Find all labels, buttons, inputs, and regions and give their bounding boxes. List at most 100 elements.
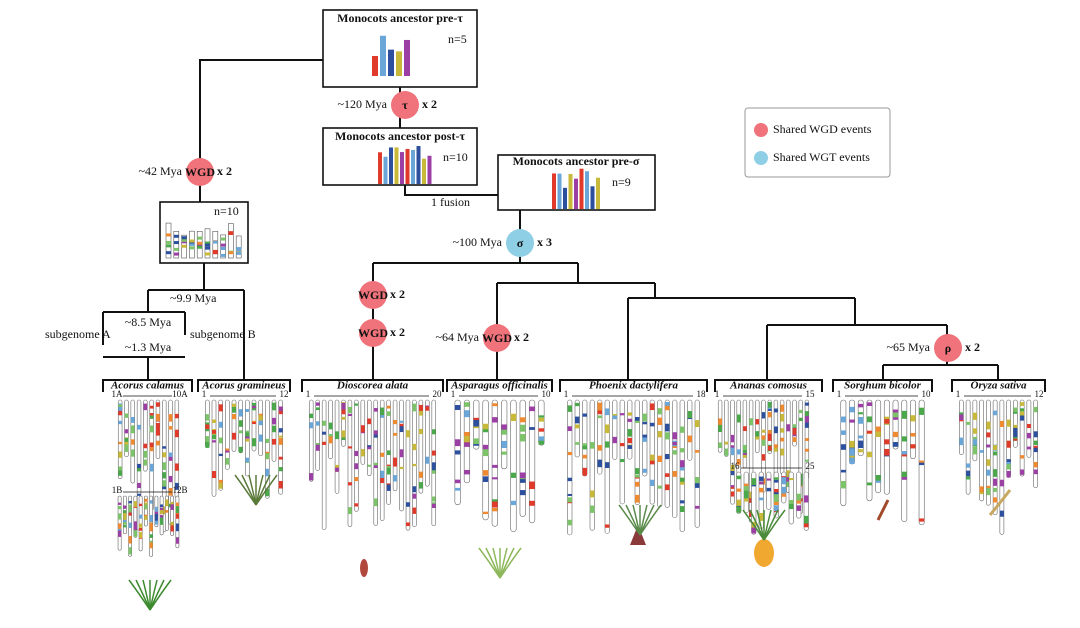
band xyxy=(805,421,809,428)
plant-icon xyxy=(639,504,655,536)
band xyxy=(665,454,670,460)
band xyxy=(265,488,270,497)
band xyxy=(205,428,210,432)
band xyxy=(236,248,242,252)
band xyxy=(695,477,700,485)
band xyxy=(492,403,498,407)
band xyxy=(730,485,735,488)
band xyxy=(1013,407,1018,412)
band xyxy=(482,511,489,515)
band xyxy=(278,480,283,489)
band xyxy=(986,459,991,466)
range-end: 15 xyxy=(806,389,816,399)
band xyxy=(149,442,154,448)
band xyxy=(218,453,223,457)
band xyxy=(575,402,580,407)
band xyxy=(665,402,670,407)
karyotype-bar xyxy=(579,168,584,209)
chromosome xyxy=(866,399,873,502)
band xyxy=(993,445,998,451)
band xyxy=(393,432,398,436)
band xyxy=(168,426,173,430)
chromosome xyxy=(672,399,678,519)
event-multiplier: x 2 xyxy=(422,97,437,111)
band xyxy=(412,493,417,499)
band xyxy=(149,445,154,452)
karyotype-bar xyxy=(165,222,172,259)
event-circle xyxy=(186,158,214,186)
event-circle xyxy=(934,334,962,362)
band xyxy=(780,413,784,422)
band xyxy=(959,414,964,421)
band xyxy=(225,458,230,465)
band xyxy=(749,495,753,503)
band xyxy=(492,499,498,502)
ancestor-n: n=10 xyxy=(443,150,468,164)
range-end: 12B xyxy=(172,485,187,495)
species-bracket xyxy=(559,379,708,392)
band xyxy=(144,515,148,520)
band xyxy=(162,472,167,479)
band xyxy=(124,429,129,434)
karyotype-bar xyxy=(596,177,600,209)
band xyxy=(335,467,339,472)
band xyxy=(245,436,250,439)
band xyxy=(538,417,545,422)
band xyxy=(665,484,670,491)
band xyxy=(849,406,855,413)
species-name: Dioscorea alata xyxy=(336,380,409,392)
band xyxy=(805,415,809,423)
band xyxy=(786,477,791,482)
band xyxy=(482,476,489,482)
event-circle xyxy=(359,281,387,309)
band xyxy=(519,479,526,483)
band xyxy=(840,480,846,489)
band xyxy=(205,436,210,443)
fusion-label: 1 fusion xyxy=(431,195,470,209)
chromosome xyxy=(901,399,908,523)
chromosome xyxy=(315,399,320,471)
band xyxy=(272,417,276,425)
band xyxy=(149,515,153,523)
range-end: 20 xyxy=(433,389,443,399)
chromosome xyxy=(367,399,372,476)
band xyxy=(118,451,123,458)
band xyxy=(755,436,760,440)
band xyxy=(751,527,756,534)
species-name: Ananas comosus xyxy=(729,380,807,392)
band xyxy=(315,407,320,411)
band xyxy=(228,231,234,235)
band xyxy=(966,463,971,468)
band xyxy=(529,427,535,430)
band xyxy=(367,464,372,467)
band xyxy=(910,415,916,422)
range-start: 1 xyxy=(306,389,311,399)
band xyxy=(128,504,132,513)
band xyxy=(149,415,154,419)
band xyxy=(966,421,971,425)
band xyxy=(399,449,404,458)
band xyxy=(805,448,809,452)
band xyxy=(156,413,160,422)
band xyxy=(278,435,283,438)
band xyxy=(406,430,410,438)
band xyxy=(840,430,846,435)
band xyxy=(143,459,148,466)
band xyxy=(118,513,122,520)
band xyxy=(972,412,977,420)
band xyxy=(858,416,864,424)
chromosome xyxy=(321,399,327,530)
band xyxy=(774,408,778,413)
event-symbol: WGD xyxy=(358,288,388,302)
band xyxy=(118,466,123,473)
band xyxy=(672,450,677,455)
band xyxy=(718,418,722,425)
band xyxy=(265,438,270,443)
band xyxy=(910,433,916,437)
range-end: 10A xyxy=(172,389,188,399)
band xyxy=(124,444,129,452)
band xyxy=(1013,427,1018,435)
band xyxy=(128,547,132,555)
band xyxy=(149,405,154,409)
band xyxy=(804,521,809,528)
